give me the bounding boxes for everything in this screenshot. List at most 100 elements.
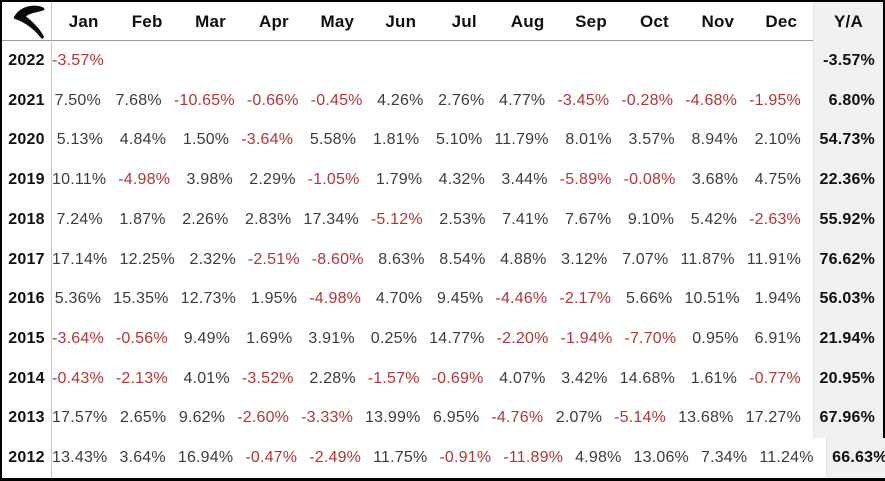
cell-2019-feb: -4.98% (118, 171, 171, 189)
row-year-label-2016: 2016 (2, 279, 52, 320)
cell-2015-dec: 6.91% (754, 330, 801, 347)
cell-2019-ya: 22.36% (813, 160, 883, 200)
cell-2021-apr: -0.66% (246, 91, 299, 109)
cell-2020-may: 5.58% (309, 131, 357, 149)
cell-2022-ya: -3.57% (812, 41, 883, 81)
cell-2018-ya: 55.92% (813, 199, 883, 240)
cell-2020-jun: 1.81% (372, 131, 420, 149)
cell-2013-jul: 6.95% (433, 409, 480, 427)
cell-2013-apr: -2.60% (237, 409, 290, 427)
row-year-label-2013: 2013 (2, 398, 52, 439)
cell-2017-aug: 4.88% (500, 250, 547, 268)
cell-2015-jan: -3.64% (52, 330, 104, 347)
cell-2015-sep: -1.94% (560, 330, 613, 347)
cell-2016-apr: 1.95% (250, 290, 298, 308)
col-header-ya: Y/A (813, 2, 883, 42)
cell-2014-dec: -0.77% (749, 369, 801, 387)
cell-2020-ya: 54.73% (812, 120, 883, 161)
cell-2019-sep: -5.89% (559, 171, 612, 189)
cell-2021-jun: 4.26% (377, 91, 424, 109)
cell-2019-oct: -0.08% (623, 171, 676, 189)
cell-2016-nov: 10.51% (684, 290, 740, 308)
cell-2012-mar: 16.94% (177, 449, 234, 467)
row-year-label-2022: 2022 (2, 41, 52, 81)
cell-2015-may: 3.91% (308, 330, 355, 347)
cell-2022-apr (243, 41, 306, 81)
cell-2019-dec: 4.75% (754, 171, 801, 189)
cell-2020-sep: 8.01% (565, 131, 612, 149)
cell-2020-feb: 4.84% (119, 131, 167, 149)
cell-2022-may (306, 41, 369, 81)
cell-2021-ya: 6.80% (812, 80, 883, 121)
cell-2018-dec: -2.63% (749, 210, 801, 228)
col-header-aug: Aug (510, 12, 545, 31)
row-year-label-2012: 2012 (2, 438, 52, 479)
table-row-2021: 2021 7.50% 7.68% -10.65% -0.66% -0.45% 4.26% 2.… (2, 80, 883, 121)
cell-2012-jan: 13.43% (52, 449, 108, 467)
cell-2021-may: -0.45% (310, 91, 363, 109)
cell-2014-jul: -0.69% (431, 369, 484, 387)
cell-2021-dec: -1.95% (749, 91, 801, 109)
cell-2014-oct: 14.68% (619, 369, 676, 387)
cell-2013-nov: 13.68% (678, 409, 734, 427)
col-header-feb: Feb (131, 12, 163, 31)
table-row-2017: 2017 17.14% 12.25% 2.32% -2.51% -8.60% 8.63% 8.… (2, 239, 883, 280)
cell-2012-aug: -11.89% (503, 449, 564, 467)
cell-2020-mar: 1.50% (182, 131, 230, 149)
cell-2013-sep: 2.07% (555, 409, 603, 427)
cell-2019-apr: 2.29% (249, 171, 296, 189)
cell-2018-may: 17.34% (303, 210, 359, 228)
col-header-mar: Mar (195, 12, 226, 31)
cell-2016-jun: 4.70% (375, 290, 423, 308)
cell-2022-jun (369, 41, 432, 81)
cell-2015-jul: 14.77% (429, 330, 485, 347)
cell-2022-oct (623, 41, 686, 81)
cell-2012-ya: 66.63% (825, 438, 885, 479)
table-row-2020: 2020 5.13% 4.84% 1.50% -3.64% 5.58% 1.81% 5.10%… (2, 120, 883, 161)
cell-2012-may: -2.49% (309, 449, 362, 467)
cell-2012-oct: 13.06% (633, 449, 689, 467)
cell-2015-jun: 0.25% (370, 330, 418, 347)
cell-2019-nov: 3.68% (691, 171, 739, 189)
cell-2016-mar: 12.73% (180, 290, 237, 308)
cell-2014-may: 2.28% (309, 369, 356, 387)
cell-2017-may: -8.60% (311, 250, 364, 268)
cell-2021-sep: -3.45% (557, 91, 610, 109)
cell-2012-jul: -0.91% (439, 449, 492, 467)
cell-2013-ya: 67.96% (813, 398, 883, 439)
row-year-label-2020: 2020 (2, 120, 52, 161)
cell-2013-jun: 13.99% (365, 409, 421, 427)
col-header-dec: Dec (765, 12, 798, 31)
brand-logo-icon (13, 5, 44, 39)
cell-2017-mar: 2.32% (189, 250, 236, 268)
table-row-2012: 2012 13.43% 3.64% 16.94% -0.47% -2.49% 11.75% -… (2, 438, 885, 479)
cell-2016-dec: 1.94% (754, 290, 801, 308)
table-row-2018: 2018 7.24% 1.87% 2.26% 2.83% 17.34% -5.12% 2.53… (2, 199, 883, 240)
cell-2020-dec: 2.10% (754, 131, 801, 149)
cell-2015-oct: -7.70% (624, 330, 677, 347)
cell-2014-nov: 1.61% (690, 369, 738, 387)
cell-2022-feb (116, 41, 179, 81)
cell-2017-jul: 8.54% (439, 250, 486, 268)
cell-2020-jan: 5.13% (56, 131, 104, 149)
cell-2022-aug (496, 41, 559, 81)
row-year-label-2021: 2021 (2, 80, 52, 121)
cell-2018-jun: -5.12% (370, 210, 423, 228)
cell-2018-apr: 2.83% (245, 210, 292, 228)
col-header-nov: Nov (701, 12, 735, 31)
cell-2014-mar: 4.01% (183, 369, 230, 387)
cell-2019-may: -1.05% (307, 171, 360, 189)
cell-2019-mar: 3.98% (186, 171, 233, 189)
cell-2019-aug: 3.44% (501, 171, 548, 189)
cell-2022-sep (560, 41, 623, 81)
cell-2014-jun: -1.57% (367, 369, 420, 387)
cell-2019-jan: 10.11% (52, 171, 107, 189)
cell-2013-dec: 17.27% (745, 409, 801, 427)
cell-2017-nov: 11.87% (680, 250, 735, 268)
cell-2018-feb: 1.87% (119, 210, 166, 228)
col-header-apr: Apr (259, 12, 289, 31)
row-year-label-2019: 2019 (2, 160, 52, 200)
cell-2022-nov (686, 41, 749, 81)
cell-2013-feb: 2.65% (119, 409, 167, 427)
